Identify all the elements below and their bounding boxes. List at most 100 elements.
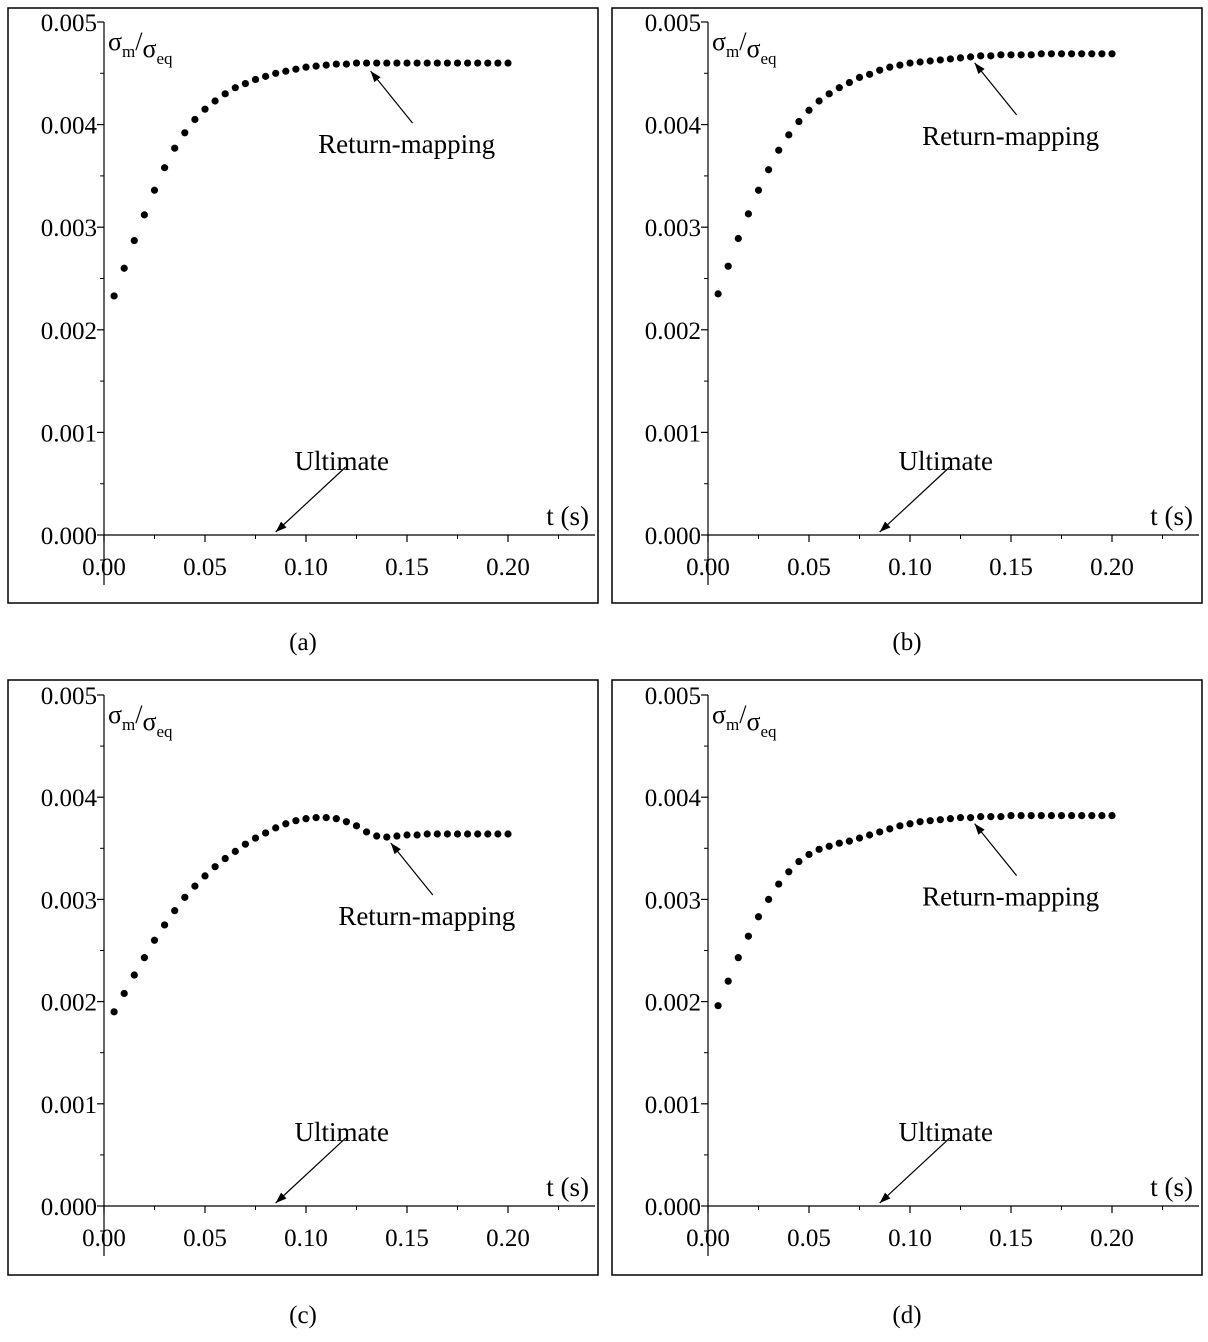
data-point [916, 58, 924, 66]
data-point [876, 66, 884, 74]
y-tick-label: 0.001 [41, 1092, 97, 1119]
data-point [171, 907, 179, 915]
data-point [494, 830, 502, 838]
data-point [282, 820, 290, 828]
data-point [744, 932, 753, 940]
data-point [494, 59, 502, 67]
y-tick-label: 0.003 [645, 215, 701, 242]
y-label-sub1: m [122, 42, 135, 61]
x-axis-label: t (s) [546, 501, 589, 531]
data-point [946, 815, 955, 823]
data-point [413, 59, 421, 67]
data-point [724, 262, 732, 270]
annotation-label: Return-mapping [318, 129, 495, 159]
chart-panel-b: 0.000 0.001 0.002 0.003 0.004 0.005 0.00 0.05 0.… [611, 7, 1203, 604]
data-point [292, 65, 300, 73]
data-point [322, 814, 330, 822]
y-label-slash: / [739, 27, 747, 56]
panel-frame [7, 7, 599, 604]
x-tick-label: 0.05 [183, 554, 227, 581]
annotation-arrowhead [275, 1192, 287, 1203]
data-point [805, 850, 813, 859]
panel-caption: (c) [289, 1302, 317, 1329]
data-point [1037, 50, 1045, 58]
data-point [312, 814, 320, 822]
data-point [775, 146, 783, 154]
data-point [130, 236, 138, 245]
data-point [886, 63, 894, 71]
data-point [896, 822, 904, 830]
data-point [332, 60, 340, 68]
data-point [977, 813, 985, 821]
data-point [825, 842, 833, 850]
y-tick-label: 0.001 [645, 1092, 701, 1119]
data-point [845, 78, 854, 87]
y-label-sym2: σ [746, 707, 760, 736]
data-point [1047, 811, 1055, 820]
data-point [936, 816, 944, 824]
data-point [292, 817, 300, 825]
y-tick-label: 0.002 [645, 318, 701, 345]
chart-panel-c: 0.000 0.001 0.002 0.003 0.004 0.005 0.00 0.05 0.… [7, 679, 599, 1276]
y-axis-label: σm/σeq [108, 27, 173, 68]
data-point [110, 1008, 118, 1016]
data-point [765, 166, 773, 174]
x-tick-label: 0.15 [989, 554, 1033, 581]
data-point [987, 813, 995, 821]
data-point [383, 833, 391, 841]
data-point [484, 830, 492, 838]
data-point [403, 831, 411, 839]
y-tick-label: 0.005 [645, 10, 701, 37]
data-point [1027, 51, 1035, 59]
data-point [464, 830, 472, 838]
data-point [825, 90, 833, 98]
data-point [1007, 811, 1015, 820]
data-point [1108, 50, 1116, 58]
data-point [815, 845, 823, 853]
x-tick-label: 0.20 [1090, 1225, 1134, 1252]
x-tick-label: 0.15 [989, 1225, 1033, 1252]
data-point [272, 69, 280, 77]
y-label-slash: / [135, 700, 143, 729]
data-point [433, 830, 441, 838]
data-point [352, 59, 361, 67]
data-point [1057, 811, 1066, 820]
data-point [363, 828, 371, 836]
x-tick-label: 0.05 [183, 1225, 227, 1252]
annotation-arrowhead [879, 1192, 891, 1203]
data-point [150, 936, 159, 944]
annotation-arrow-line [879, 466, 951, 533]
data-point [191, 882, 199, 890]
data-point [342, 60, 350, 68]
y-tick-label: 0.001 [645, 420, 701, 447]
y-label-sub1: m [122, 715, 135, 734]
data-point [926, 57, 934, 65]
x-axis-label: t (s) [546, 1172, 589, 1202]
data-point [312, 62, 320, 70]
data-point [373, 832, 381, 840]
y-label-sub2: eq [157, 722, 174, 741]
y-axis-label: σm/σeq [108, 700, 173, 741]
y-tick-label: 0.005 [41, 10, 97, 37]
y-tick-label: 0.004 [41, 113, 98, 140]
data-point [181, 129, 189, 137]
data-point [211, 97, 219, 105]
data-point [453, 830, 462, 838]
data-point [805, 106, 813, 114]
annotation-arrowhead [275, 521, 287, 532]
data-point [956, 54, 965, 62]
x-tick-label: 0.00 [82, 554, 126, 581]
data-point [744, 210, 753, 218]
data-point [795, 857, 803, 866]
annotation-arrowhead [390, 843, 401, 855]
data-point [1088, 50, 1096, 58]
y-label-sub2: eq [761, 49, 778, 68]
data-point [734, 954, 742, 962]
data-point [734, 234, 742, 243]
data-point [1057, 50, 1066, 58]
data-point [474, 830, 482, 838]
x-tick-label: 0.20 [486, 1225, 530, 1252]
x-tick-label: 0.00 [686, 1225, 730, 1252]
y-tick-label: 0.004 [645, 113, 702, 140]
data-point [855, 834, 864, 842]
